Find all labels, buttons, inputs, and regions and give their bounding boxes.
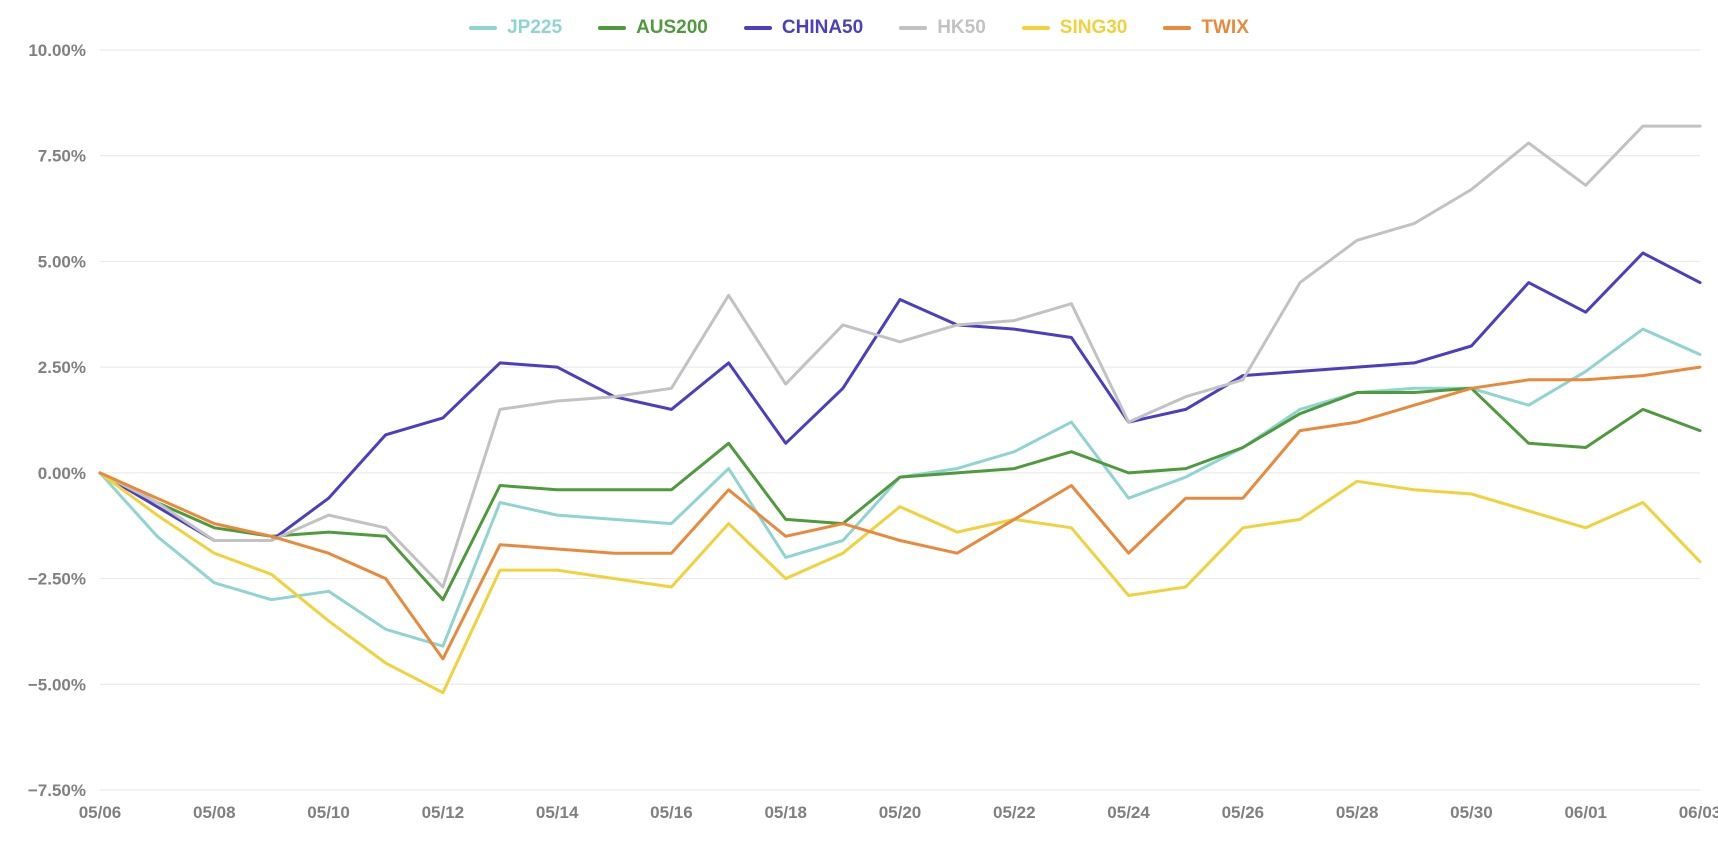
x-axis-label: 05/18 [764, 803, 807, 822]
legend-swatch [899, 26, 927, 30]
legend-item-jp225[interactable]: JP225 [469, 17, 562, 39]
x-axis-label: 05/28 [1336, 803, 1379, 822]
chart-bg [0, 0, 1718, 844]
legend-item-aus200[interactable]: AUS200 [598, 17, 708, 39]
legend-swatch [744, 26, 772, 30]
x-axis-label: 05/10 [307, 803, 350, 822]
x-axis-label: 05/12 [422, 803, 465, 822]
legend-label: SING30 [1060, 17, 1128, 39]
legend-label: HK50 [937, 17, 986, 39]
legend-swatch [1022, 26, 1050, 30]
x-axis-label: 06/01 [1564, 803, 1607, 822]
y-axis-label: −2.50% [28, 570, 86, 589]
y-axis-label: 2.50% [38, 358, 86, 377]
legend-label: AUS200 [636, 17, 708, 39]
legend-swatch [1163, 26, 1191, 30]
legend-label: JP225 [507, 17, 562, 39]
y-axis-label: 10.00% [28, 41, 86, 60]
line-chart: JP225 AUS200 CHINA50 HK50 SING30 TWIX 10.00% 7… [0, 0, 1718, 844]
x-axis-label: 05/20 [879, 803, 922, 822]
x-axis-label: 05/22 [993, 803, 1036, 822]
y-axis-label: 0.00% [38, 464, 86, 483]
x-axis-label: 05/14 [536, 803, 579, 822]
y-axis-label: 7.50% [38, 147, 86, 166]
legend-item-hk50[interactable]: HK50 [899, 17, 986, 39]
y-axis-label: 5.00% [38, 252, 86, 271]
legend-item-china50[interactable]: CHINA50 [744, 17, 863, 39]
x-axis-label: 05/26 [1222, 803, 1265, 822]
x-axis-label: 05/30 [1450, 803, 1493, 822]
chart-legend: JP225 AUS200 CHINA50 HK50 SING30 TWIX [0, 14, 1718, 39]
x-axis-label: 05/06 [79, 803, 122, 822]
legend-label: TWIX [1201, 17, 1249, 39]
y-axis-label: −7.50% [28, 781, 86, 800]
x-axis-label: 05/08 [193, 803, 236, 822]
legend-item-sing30[interactable]: SING30 [1022, 17, 1128, 39]
legend-item-twix[interactable]: TWIX [1163, 17, 1249, 39]
legend-swatch [469, 26, 497, 30]
chart-svg: 10.00% 7.50% 5.00% 2.50% 0.00% −2.50% −5.00% −7… [0, 0, 1718, 844]
x-axis-label: 06/03 [1679, 803, 1718, 822]
x-axis-label: 05/24 [1107, 803, 1150, 822]
legend-swatch [598, 26, 626, 30]
x-axis-label: 05/16 [650, 803, 693, 822]
legend-label: CHINA50 [782, 17, 863, 39]
y-axis-label: −5.00% [28, 675, 86, 694]
